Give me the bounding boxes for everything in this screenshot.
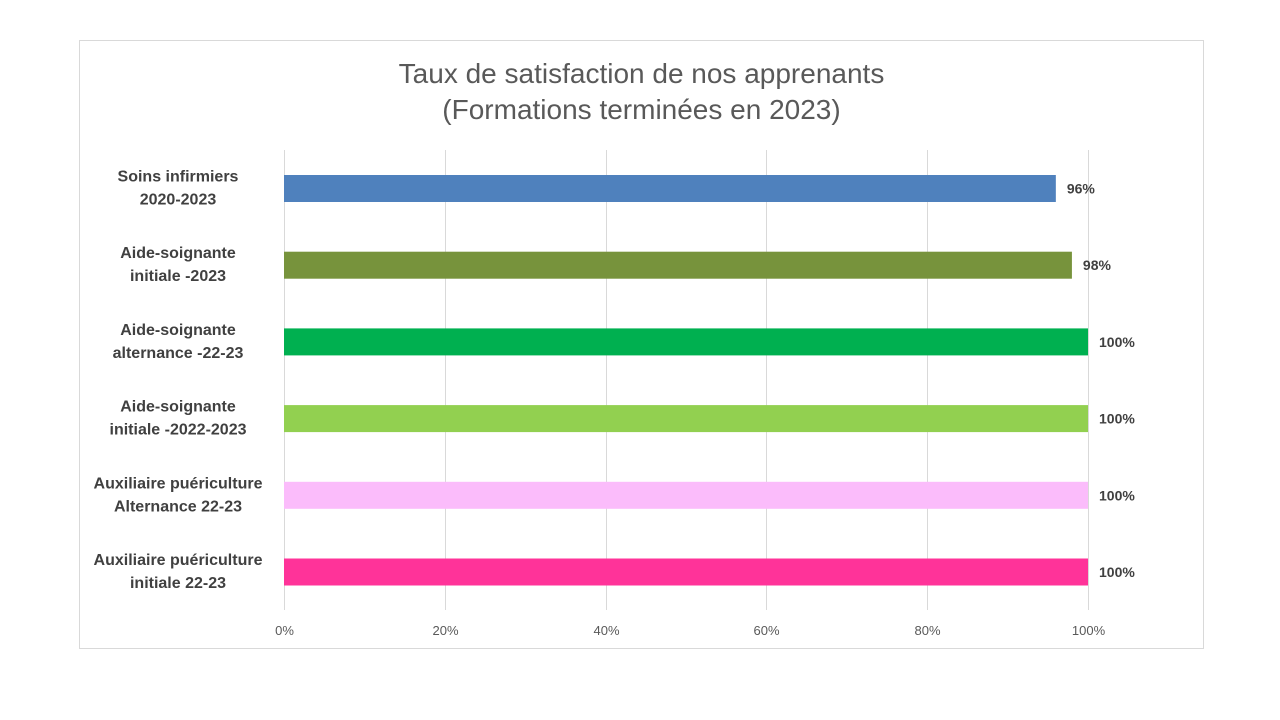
category-label: Aide-soignante [120,322,236,339]
x-tick-label: 0% [275,623,294,638]
x-tick-label: 80% [914,623,940,638]
category-label: initiale -2023 [130,268,226,285]
data-label: 96% [1067,181,1096,197]
bar [284,558,1088,586]
chart-title-line-2: (Formations terminées en 2023) [442,94,841,125]
data-label: 100% [1099,334,1135,350]
x-tick-label: 60% [753,623,779,638]
chart-title: Taux de satisfaction de nos apprenants (… [79,56,1204,128]
gridlines [284,150,1089,610]
bar [284,251,1072,279]
category-label: Aide-soignante [120,245,236,262]
category-label: initiale 22-23 [130,575,226,592]
data-label: 98% [1083,257,1112,273]
bar [284,328,1088,356]
category-label: 2020-2023 [140,192,217,209]
bars [284,175,1088,586]
bar [284,175,1056,202]
category-label: alternance -22-23 [113,345,244,362]
data-label: 100% [1099,411,1135,427]
category-label: Auxiliaire puériculture [94,475,263,492]
x-tick-label: 20% [432,623,458,638]
labels: 0% 20% 40% 60% 80% 100% 96% Soins infirmiers 202… [94,169,1136,639]
x-tick-label: 40% [593,623,619,638]
category-label: Auxiliaire puériculture [94,552,263,569]
x-tick-label: 100% [1072,623,1106,638]
category-label: Aide-soignante [120,399,236,416]
category-label: Soins infirmiers [118,169,239,186]
data-label: 100% [1099,487,1135,503]
bar [284,481,1088,509]
data-label: 100% [1099,564,1135,580]
bar [284,405,1088,433]
category-label: Alternance 22-23 [114,498,242,515]
category-label: initiale -2022-2023 [110,422,247,439]
chart-title-line-1: Taux de satisfaction de nos apprenants [398,58,885,89]
